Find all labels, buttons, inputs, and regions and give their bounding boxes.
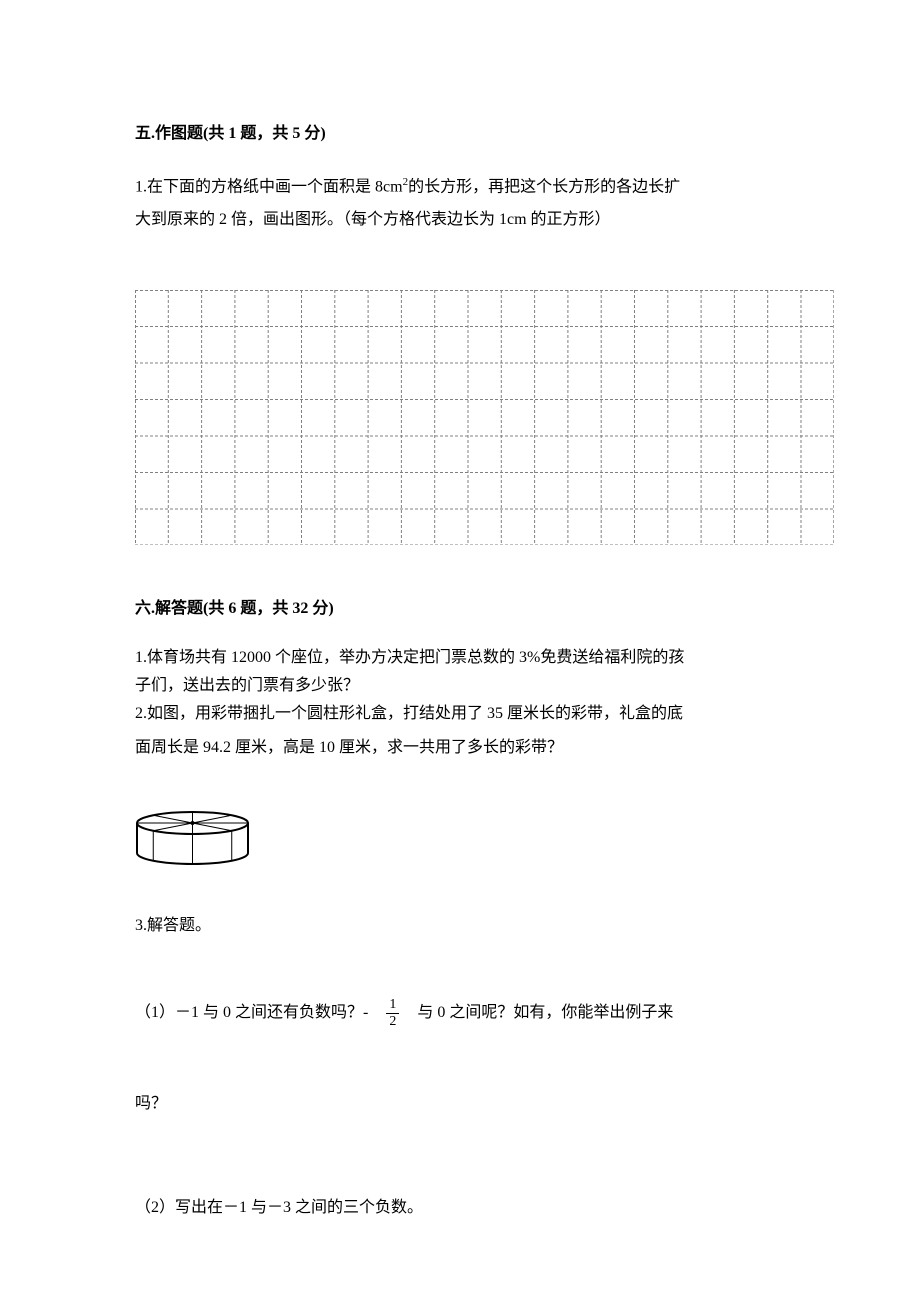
fraction-denominator: 2 — [386, 1014, 399, 1029]
s6-q3-sub1: （1）－1 与 0 之间还有负数吗？- 1 2 与 0 之间呢？如有，你能举出例… — [135, 997, 790, 1029]
s5-q1-line2: 大到原来的 2 倍，画出图形。（每个方格代表边长为 1cm 的正方形） — [135, 211, 611, 228]
s6-q1-line2: 子们，送出去的门票有多少张？ — [135, 674, 790, 698]
s5-q1-line1a: 1.在下面的方格纸中画一个面积是 8cm — [135, 178, 403, 195]
s6-q1-line1: 1.体育场共有 12000 个座位，举办方决定把门票总数的 3%免费送给福利院的… — [135, 646, 790, 670]
s6-q3-title: 3.解答题。 — [135, 911, 790, 935]
s6-q3-sub1-b: 与 0 之间呢？如有，你能举出例子来 — [417, 1001, 673, 1025]
s5-q1-line1b: 的长方形，再把这个长方形的各边长扩 — [408, 178, 680, 195]
fraction-half: 1 2 — [386, 997, 399, 1029]
grid-svg — [135, 290, 834, 546]
section5-title: 五.作图题(共 1 题，共 5 分) — [135, 119, 790, 143]
cylinder-figure — [135, 810, 790, 871]
section6-title: 六.解答题(共 6 题，共 32 分) — [135, 594, 790, 618]
s6-q3-sub1-a: （1）－1 与 0 之间还有负数吗？- — [135, 1001, 368, 1025]
s5-q1-text: 1.在下面的方格纸中画一个面积是 8cm2的长方形，再把这个长方形的各边长扩 大… — [135, 171, 790, 237]
cylinder-svg — [135, 810, 250, 866]
s6-q2-line1: 2.如图，用彩带捆扎一个圆柱形礼盒，打结处用了 35 厘米长的彩带，礼盒的底 — [135, 702, 790, 726]
s6-q3-sub2: （2）写出在－1 与－3 之间的三个负数。 — [135, 1193, 790, 1217]
fraction-numerator: 1 — [386, 997, 399, 1013]
s6-q2-line2: 面周长是 94.2 厘米，高是 10 厘米，求一共用了多长的彩带？ — [135, 732, 790, 765]
s6-q3-sub1-cont: 吗？ — [135, 1089, 790, 1113]
grid-paper — [135, 290, 835, 546]
